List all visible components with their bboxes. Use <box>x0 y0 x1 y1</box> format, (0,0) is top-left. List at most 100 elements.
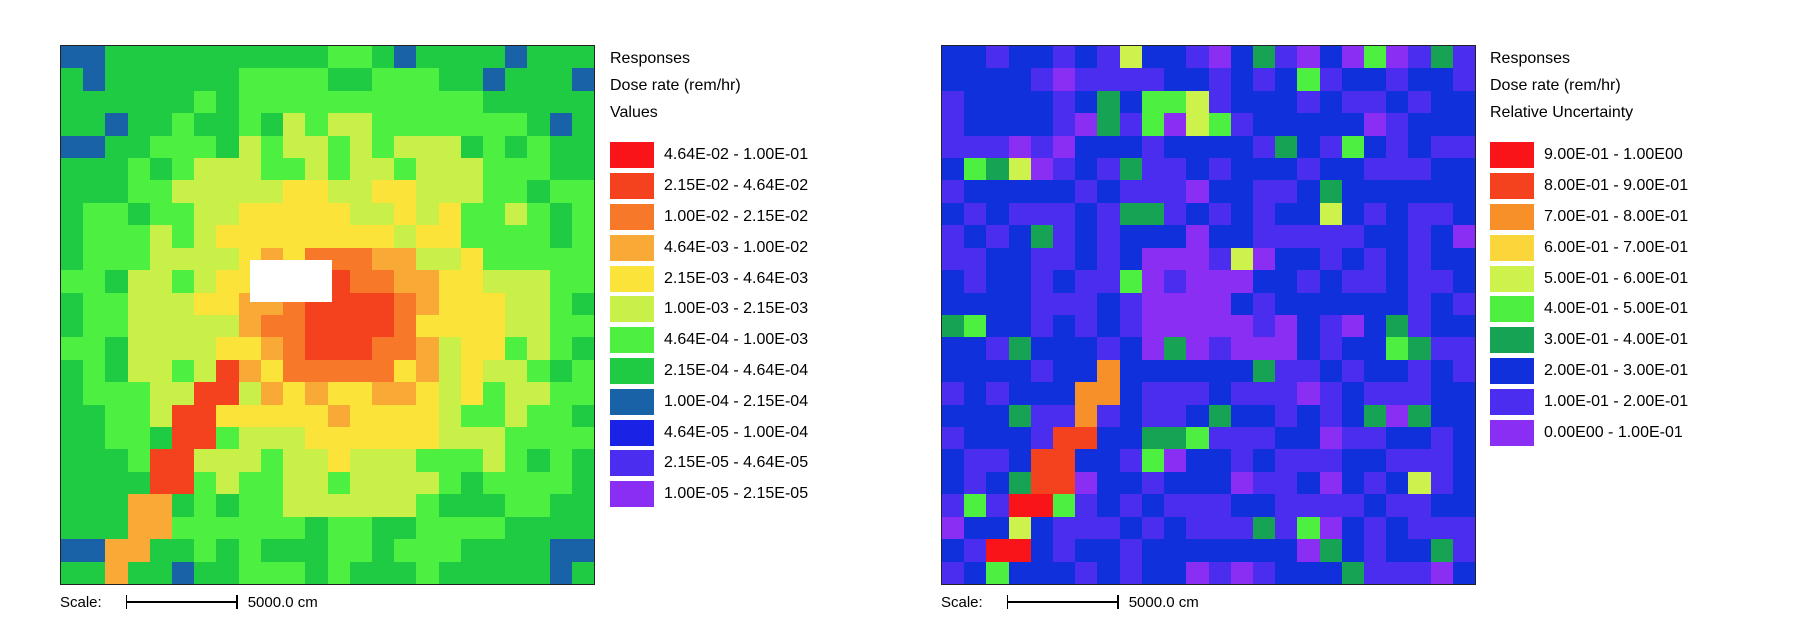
map-cell <box>394 359 417 383</box>
map-cell <box>1208 46 1231 69</box>
map-cell <box>1053 135 1076 159</box>
map-cell <box>216 449 239 472</box>
map-cell <box>1430 270 1453 293</box>
map-cell <box>1430 158 1453 181</box>
map-cell <box>986 494 1009 517</box>
map-cell <box>416 225 439 248</box>
map-cell <box>1030 247 1054 271</box>
map-cell <box>327 494 350 517</box>
map-cell <box>61 337 84 360</box>
map-cell <box>549 561 572 584</box>
map-cell <box>1297 158 1320 181</box>
map-cell <box>964 135 987 159</box>
map-cell <box>438 180 461 203</box>
map-cell <box>942 46 965 69</box>
legend-label: 2.15E-03 - 4.64E-03 <box>664 269 809 287</box>
map-cell <box>127 516 150 540</box>
map-cell <box>1386 180 1409 203</box>
map-cell <box>438 247 461 271</box>
map-cell <box>349 46 372 69</box>
map-cell <box>1408 90 1431 114</box>
map-cell <box>371 337 395 360</box>
map-cell <box>1363 270 1387 293</box>
map-cell <box>416 292 439 315</box>
map-cell <box>1075 337 1098 360</box>
map-cell <box>549 427 572 450</box>
map-cell <box>260 314 284 338</box>
map-cell <box>1319 90 1342 114</box>
map-cell <box>1430 449 1453 472</box>
map-cell <box>416 471 439 495</box>
map-cell <box>1141 427 1165 450</box>
map-cell <box>1097 539 1120 562</box>
map-cell <box>172 225 195 248</box>
map-cell <box>1097 68 1120 91</box>
map-cell <box>1452 135 1475 159</box>
map-cell <box>1297 113 1320 136</box>
map-cell <box>1319 404 1342 428</box>
map-cell <box>61 225 84 248</box>
map-cell <box>1053 158 1076 181</box>
map-cell <box>1141 247 1165 271</box>
legend-item: 8.00E-01 - 9.00E-01 <box>1490 171 1688 202</box>
map-cell <box>1053 225 1076 248</box>
legend-swatch <box>1490 234 1534 261</box>
map-cell <box>61 68 84 91</box>
map-cell <box>1408 561 1431 584</box>
map-cell <box>1008 247 1031 271</box>
map-cell <box>986 113 1009 136</box>
map-cell <box>527 314 550 338</box>
map-cell <box>1186 449 1209 472</box>
map-cell <box>1186 292 1209 315</box>
map-cell <box>527 202 550 226</box>
map-cell <box>1119 292 1142 315</box>
map-cell <box>1275 90 1298 114</box>
map-cell <box>260 449 284 472</box>
map-cell <box>1186 46 1209 69</box>
map-cell <box>1164 382 1187 405</box>
map-cell <box>61 561 84 584</box>
map-cell <box>1186 225 1209 248</box>
map-cell <box>1452 449 1475 472</box>
map-cell <box>305 90 328 114</box>
legend-item: 1.00E-01 - 2.00E-01 <box>1490 386 1688 417</box>
map-cell <box>986 382 1009 405</box>
map-cell <box>1075 314 1098 338</box>
map-cell <box>438 404 461 428</box>
map-cell <box>1030 135 1054 159</box>
map-cell <box>1230 539 1253 562</box>
map-cell <box>327 46 350 69</box>
legend-label: 4.00E-01 - 5.00E-01 <box>1544 300 1689 318</box>
map-cell <box>216 270 239 293</box>
map-cell <box>305 449 328 472</box>
map-cell <box>83 135 106 159</box>
map-cell <box>83 382 106 405</box>
legend-title-dose-rate: Dose rate (rem/hr) <box>1490 77 1621 94</box>
map-cell <box>571 427 594 450</box>
map-cell <box>1030 359 1054 383</box>
map-cell <box>1230 90 1253 114</box>
map-cell <box>83 359 106 383</box>
map-cell <box>1119 113 1142 136</box>
map-cell <box>1430 359 1453 383</box>
map-cell <box>1208 561 1231 584</box>
map-cell <box>1141 113 1165 136</box>
map-cell <box>416 135 439 159</box>
map-cell <box>1297 225 1320 248</box>
map-cell <box>1075 225 1098 248</box>
map-cell <box>1363 516 1387 540</box>
map-cell <box>1230 449 1253 472</box>
map-cell <box>505 202 528 226</box>
legend-swatch <box>610 357 654 384</box>
map-cell <box>1119 382 1142 405</box>
legend-swatch <box>610 234 654 261</box>
map-cell <box>1141 314 1165 338</box>
map-cell <box>1008 202 1031 226</box>
map-cell <box>1097 90 1120 114</box>
map-cell <box>1275 247 1298 271</box>
map-cell <box>371 404 395 428</box>
map-cell <box>127 449 150 472</box>
map-cell <box>482 539 506 562</box>
map-cell <box>1430 202 1453 226</box>
map-cell <box>149 314 173 338</box>
